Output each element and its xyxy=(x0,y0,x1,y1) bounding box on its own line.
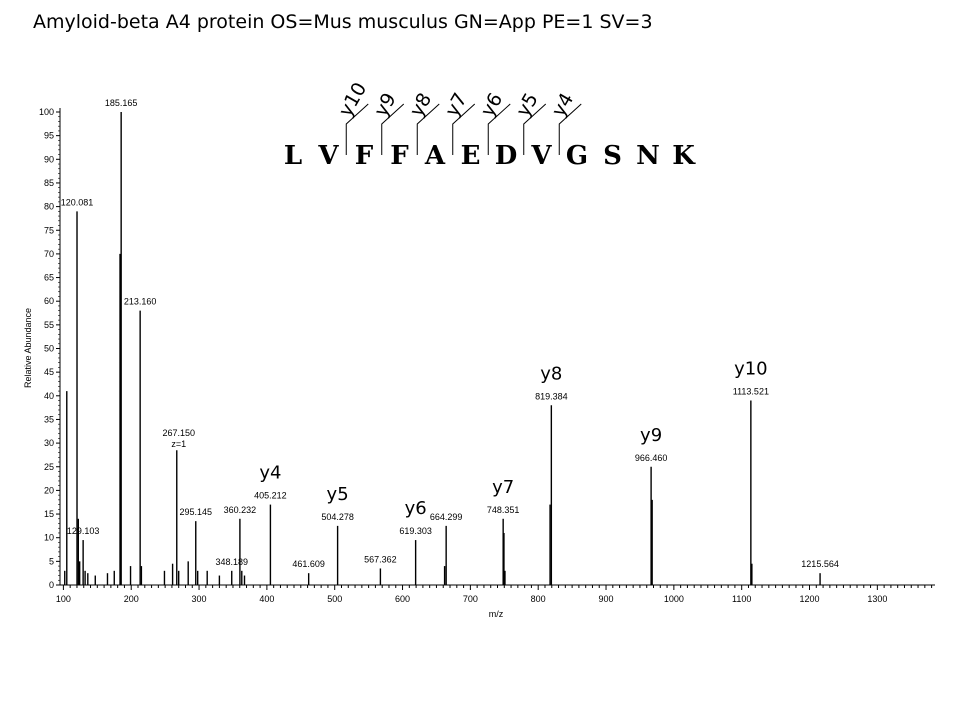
fragment-marker xyxy=(416,103,440,155)
sequence-residue: G xyxy=(566,141,588,171)
peaks xyxy=(64,112,821,585)
y-tick-label: 15 xyxy=(44,509,54,519)
sequence-residue: F xyxy=(355,141,374,171)
y-tick-label: 5 xyxy=(49,556,54,566)
ion-label: y10 xyxy=(734,359,768,380)
peak-label: 619.303 xyxy=(399,526,432,536)
fragment-label: y4 xyxy=(548,89,579,120)
x-tick-label: 1100 xyxy=(732,594,751,604)
peak-label: 405.212 xyxy=(254,491,287,501)
y-tick-label: 50 xyxy=(44,344,54,354)
peak-label: 567.362 xyxy=(364,554,397,564)
peak-label: 966.460 xyxy=(635,453,668,463)
sequence-residue: A xyxy=(424,141,446,171)
ion-label: y6 xyxy=(405,498,427,519)
y-tick-label: 100 xyxy=(39,107,54,117)
peak-label: 819.384 xyxy=(535,391,568,401)
y-tick-label: 20 xyxy=(44,485,54,495)
fragment-label: y8 xyxy=(406,89,437,120)
fragment-marker xyxy=(452,103,476,155)
peak-label: 360.232 xyxy=(224,505,257,515)
y-tick-label: 60 xyxy=(44,296,54,306)
y-tick-label: 35 xyxy=(44,414,54,424)
x-tick-label: 1200 xyxy=(799,594,819,604)
ion-label: y4 xyxy=(259,463,281,484)
y-axis-label: Relative Abundance xyxy=(23,308,33,388)
fragment-label: y10 xyxy=(335,79,372,121)
peak-label: 1215.564 xyxy=(801,559,839,569)
y-tick-label: 90 xyxy=(44,154,54,164)
peak-label: 120.081 xyxy=(61,197,94,207)
y-tick-label: 75 xyxy=(44,225,54,235)
y-tick-label: 45 xyxy=(44,367,54,377)
fragment-label: y9 xyxy=(370,89,401,120)
ion-label: y7 xyxy=(492,477,514,498)
y-tick-label: 10 xyxy=(44,533,54,543)
sequence-residue: V xyxy=(530,141,552,171)
y-tick-label: 95 xyxy=(44,131,54,141)
axes: 100 200 300 400 500 600 700 800 900 1000 1100 1200 1… xyxy=(39,107,935,604)
sequence-residue: F xyxy=(390,141,409,171)
y-tick-label: 30 xyxy=(44,438,54,448)
peak-label: 348.189 xyxy=(215,557,248,567)
fragment-marker xyxy=(523,103,547,155)
fragment-label: y7 xyxy=(441,89,472,120)
sequence-residue: V xyxy=(317,141,339,171)
x-tick-label: 200 xyxy=(124,594,139,604)
x-axis-label: m/z xyxy=(489,609,504,619)
y-tick-label: 25 xyxy=(44,462,54,472)
peak-label: 461.609 xyxy=(292,559,325,569)
x-tick-label: 800 xyxy=(531,594,546,604)
y-tick-label: 55 xyxy=(44,320,54,330)
peak-label: 267.150 xyxy=(162,428,195,438)
x-tick-label: 600 xyxy=(395,594,410,604)
fragment-marker xyxy=(345,103,369,155)
x-tick-label: 900 xyxy=(599,594,614,604)
sequence-residue: D xyxy=(495,141,518,171)
peak-label: 213.160 xyxy=(124,297,157,307)
x-tick-label: 1000 xyxy=(664,594,684,604)
x-tick-label: 500 xyxy=(327,594,342,604)
x-tick-label: 100 xyxy=(56,594,71,604)
peak-label: 1113.521 xyxy=(733,387,769,397)
peak-label: 504.278 xyxy=(321,512,354,522)
chart-title: Amyloid-beta A4 protein OS=Mus musculus … xyxy=(33,11,653,33)
ion-label: y5 xyxy=(327,484,349,505)
x-tick-label: 300 xyxy=(192,594,207,604)
fragment-marker xyxy=(558,103,582,155)
sequence-residue: E xyxy=(461,141,481,171)
y-tick-label: 0 xyxy=(49,580,54,590)
y-tick-label: 70 xyxy=(44,249,54,259)
fragment-label: y5 xyxy=(512,89,543,120)
y-tick-label: 80 xyxy=(44,202,54,212)
sequence-residue: K xyxy=(672,141,696,171)
x-tick-label: 400 xyxy=(259,594,274,604)
ion-label: y8 xyxy=(540,363,562,384)
y-tick-label: 40 xyxy=(44,391,54,401)
sequence-residue: N xyxy=(636,141,660,171)
ion-label: y9 xyxy=(640,425,662,446)
peak-label: 748.351 xyxy=(487,505,520,515)
peak-label: 295.145 xyxy=(179,507,212,517)
sequence-residue: L xyxy=(284,141,302,171)
y-tick-label: 85 xyxy=(44,178,54,188)
peak-label: 664.299 xyxy=(430,512,463,522)
fragment-marker xyxy=(487,103,511,155)
ion-labels: y4 y5 y6 y7 y8 y9 y10 xyxy=(259,359,767,520)
fragment-marker xyxy=(381,103,405,155)
peak-charge-label: z=1 xyxy=(171,439,186,449)
x-tick-label: 700 xyxy=(463,594,478,604)
peak-label: 185.165 xyxy=(105,98,138,108)
fragment-label: y6 xyxy=(477,89,508,120)
x-tick-label: 1300 xyxy=(867,594,887,604)
sequence-residue: S xyxy=(603,141,622,171)
peak-label: 129.103 xyxy=(67,526,100,536)
y-tick-label: 65 xyxy=(44,273,54,283)
